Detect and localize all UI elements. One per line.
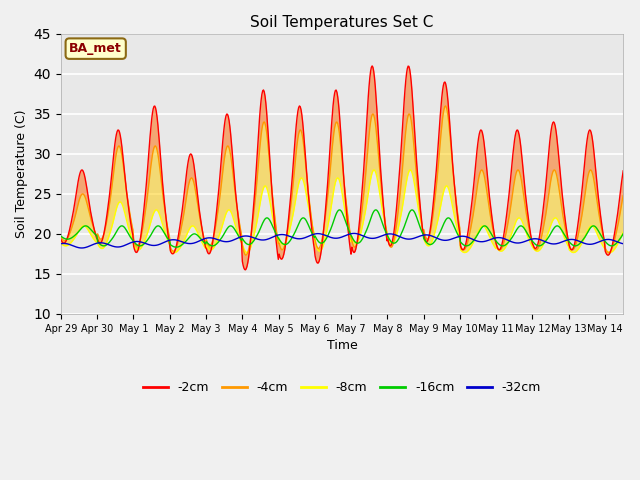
Y-axis label: Soil Temperature (C): Soil Temperature (C) (15, 109, 28, 238)
Title: Soil Temperatures Set C: Soil Temperatures Set C (250, 15, 434, 30)
Legend: -2cm, -4cm, -8cm, -16cm, -32cm: -2cm, -4cm, -8cm, -16cm, -32cm (138, 376, 546, 399)
Text: BA_met: BA_met (69, 42, 122, 55)
X-axis label: Time: Time (326, 339, 357, 352)
